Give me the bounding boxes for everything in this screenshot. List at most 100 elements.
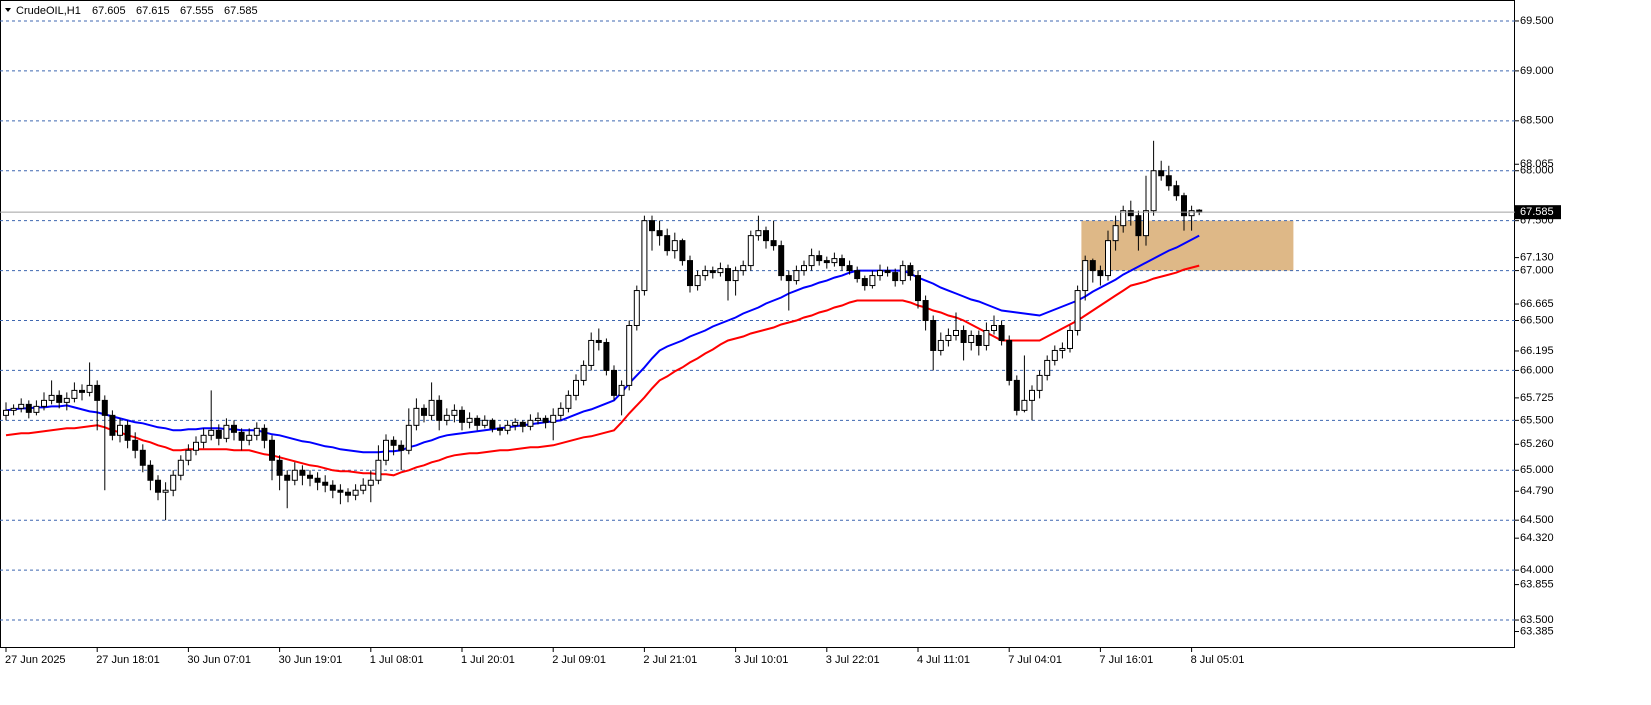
y-tick-label: 63.500 — [1520, 614, 1554, 626]
candle-body — [352, 489, 359, 496]
candle-body — [519, 421, 526, 427]
y-tick-label: 66.665 — [1520, 298, 1554, 310]
candle-body — [481, 419, 488, 426]
candle-body — [778, 245, 785, 277]
candle-body — [238, 431, 245, 441]
candle-body — [1089, 260, 1096, 272]
candle-body — [276, 459, 283, 476]
candle-body — [626, 324, 633, 386]
candle-body — [33, 405, 40, 413]
candle-body — [1067, 329, 1073, 349]
candle-body — [398, 444, 405, 451]
candle-body — [405, 424, 412, 451]
price-tag — [1515, 205, 1561, 220]
candle-body — [664, 235, 671, 252]
candle-body — [155, 479, 161, 493]
candle-body — [1082, 260, 1089, 292]
candle-body — [269, 439, 275, 461]
candle-body — [18, 403, 25, 409]
candle-body — [329, 484, 336, 491]
candle-body — [922, 300, 929, 322]
x-tick-label: 30 Jun 19:01 — [279, 654, 343, 666]
candle-body — [732, 270, 739, 282]
candle-body — [314, 477, 321, 483]
candle-body — [1051, 349, 1058, 361]
x-tick-label: 1 Jul 20:01 — [461, 654, 515, 666]
candle-body — [527, 419, 534, 427]
x-tick-label: 4 Jul 11:01 — [917, 654, 970, 666]
candle-body — [785, 275, 792, 282]
x-tick-label: 27 Jun 2025 — [5, 654, 66, 666]
candle-body — [345, 491, 351, 496]
candle-body — [998, 324, 1005, 341]
y-tick-label: 67.000 — [1520, 264, 1554, 276]
candle-body — [200, 434, 207, 443]
candle-body — [261, 427, 268, 441]
candle-body — [1135, 215, 1142, 237]
open-value: 67.605 — [92, 5, 126, 17]
candle-body — [877, 270, 883, 277]
candle-body — [808, 255, 815, 267]
candle-body — [975, 334, 982, 346]
candle-body — [580, 364, 587, 381]
candle-body — [603, 341, 610, 371]
price-label: 67.585 — [1520, 206, 1554, 218]
candle-body — [162, 489, 169, 493]
candle-body — [1029, 389, 1035, 401]
candle-body — [56, 394, 63, 403]
candle-body — [945, 334, 952, 341]
candle-body — [223, 424, 230, 439]
candle-body — [124, 424, 131, 441]
candle-body — [588, 339, 595, 366]
candle-body — [1173, 185, 1180, 197]
candle-body — [595, 339, 602, 343]
candle-body — [884, 270, 891, 274]
candle-body — [322, 481, 329, 486]
candle-body — [1059, 347, 1066, 351]
candle-body — [413, 407, 420, 426]
candle-body — [1112, 225, 1119, 242]
candle-body — [770, 240, 777, 247]
candle-body — [337, 489, 344, 493]
x-tick-label: 2 Jul 09:01 — [552, 654, 606, 666]
candle-body — [459, 409, 465, 423]
candle-body — [94, 384, 101, 401]
candle-body — [299, 469, 306, 476]
candle-body — [497, 427, 503, 431]
candle-body — [899, 265, 906, 282]
candle-body — [1097, 270, 1104, 277]
candle-body — [869, 275, 876, 287]
candle-body — [421, 407, 427, 416]
candle-body — [512, 421, 519, 426]
candle-body — [390, 439, 397, 446]
candle-body — [839, 258, 845, 267]
candle-body — [565, 394, 572, 409]
moving-average — [5, 234, 1200, 454]
candle-body — [953, 329, 959, 336]
candle-body — [177, 459, 184, 476]
candle-body — [367, 479, 374, 486]
candle-body — [831, 258, 838, 264]
y-tick-label: 65.260 — [1520, 438, 1554, 450]
candle-body — [1006, 339, 1013, 381]
y-tick-label: 66.195 — [1520, 345, 1554, 357]
candle-body — [375, 459, 382, 481]
candle-body — [702, 270, 709, 277]
candle-body — [960, 329, 967, 343]
candle-body — [747, 235, 754, 267]
candle-body — [907, 265, 914, 277]
menu-icon[interactable] — [5, 8, 11, 12]
candle-body — [193, 441, 199, 451]
candle-body — [451, 409, 458, 416]
candle-body — [383, 439, 389, 461]
x-tick-label: 8 Jul 05:01 — [1191, 654, 1245, 666]
y-tick-label: 65.500 — [1520, 414, 1554, 426]
y-tick-label: 68.065 — [1520, 158, 1554, 170]
candle-body — [793, 270, 800, 282]
y-tick-label: 64.320 — [1520, 532, 1554, 544]
candle-body — [763, 230, 769, 242]
candle-body — [542, 417, 549, 423]
candle-body — [725, 268, 731, 282]
candle-body — [557, 407, 564, 416]
candle-body — [892, 272, 899, 282]
